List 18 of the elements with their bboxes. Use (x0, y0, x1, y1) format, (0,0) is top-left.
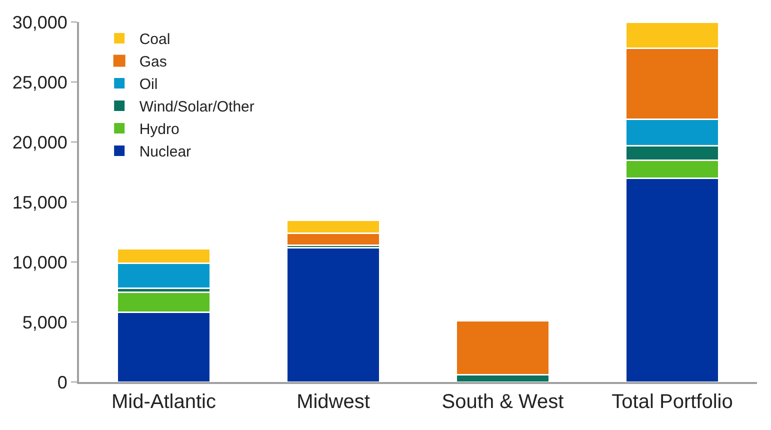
legend-label: Gas (139, 54, 167, 71)
legend-label: Nuclear (139, 144, 192, 161)
bar (286, 246, 381, 382)
y-tick-label: 15,000 (12, 192, 68, 212)
legend-label: Oil (139, 76, 158, 94)
x-tick-label: Mid-Atlantic (112, 391, 216, 413)
x-tick-label: South & West (442, 391, 564, 413)
y-tick-label: 5,000 (22, 312, 68, 332)
y-tick-label: 20,000 (12, 132, 68, 152)
legend-label: Coal (139, 31, 170, 48)
legend-label: Hydro (139, 121, 180, 138)
legend-label: Wind/Solar/Other (139, 98, 254, 116)
y-tick-label: 30,000 (12, 12, 68, 32)
x-tick-label: Midwest (296, 391, 370, 413)
y-tick-label: 25,000 (12, 72, 68, 92)
y-tick-label: 0 (57, 372, 68, 392)
y-tick-label: 10,000 (12, 252, 68, 272)
x-tick-label: Total Portfolio (612, 391, 733, 413)
